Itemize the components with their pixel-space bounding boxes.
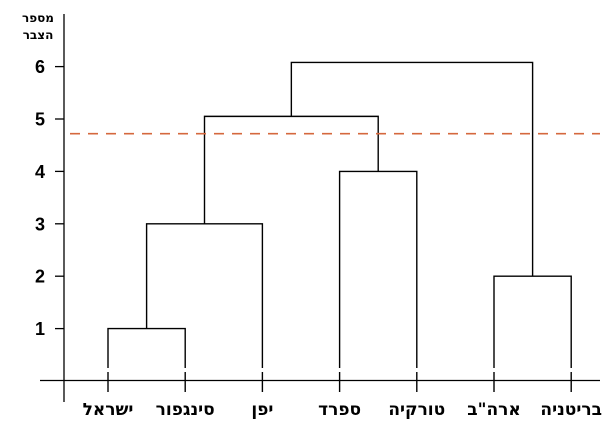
dendrogram-link: [145, 223, 264, 368]
x-tick-label: סינגפור: [156, 400, 215, 420]
dendrogram-link: [203, 115, 379, 224]
y-axis-label-line: מספר: [22, 11, 54, 25]
y-tick-label: 2: [35, 267, 45, 287]
y-tick-label: 1: [35, 319, 45, 339]
dendrogram-link: [493, 275, 572, 368]
y-tick-label: 3: [35, 214, 45, 234]
dendrogram-link: [338, 170, 418, 368]
dendrogram-link: [290, 61, 534, 277]
y-axis-label: מספר הצבר: [22, 11, 54, 42]
dendrogram-links: [107, 61, 572, 368]
x-tick-labels: ישראל סינגפור יפן ספרד טורקיה ארה"ב בריטניה: [83, 400, 602, 420]
y-tick-label: 6: [35, 57, 45, 77]
x-tick-label: ספרד: [318, 400, 361, 420]
x-tick-label: ארה"ב: [467, 400, 521, 420]
x-tick-label: יפן: [251, 400, 273, 420]
x-tick-label: ישראל: [83, 400, 134, 420]
x-tick-label: בריטניה: [540, 400, 602, 420]
dendrogram-link: [107, 327, 186, 368]
x-tick-label: טורקיה: [388, 400, 445, 420]
y-axis-label-line: הצבר: [23, 28, 54, 42]
y-tick-label: 4: [35, 162, 45, 182]
y-ticks: 1 2 3 4 5 6: [35, 57, 64, 339]
y-tick-label: 5: [35, 110, 45, 130]
leaf-stubs: [107, 372, 572, 392]
